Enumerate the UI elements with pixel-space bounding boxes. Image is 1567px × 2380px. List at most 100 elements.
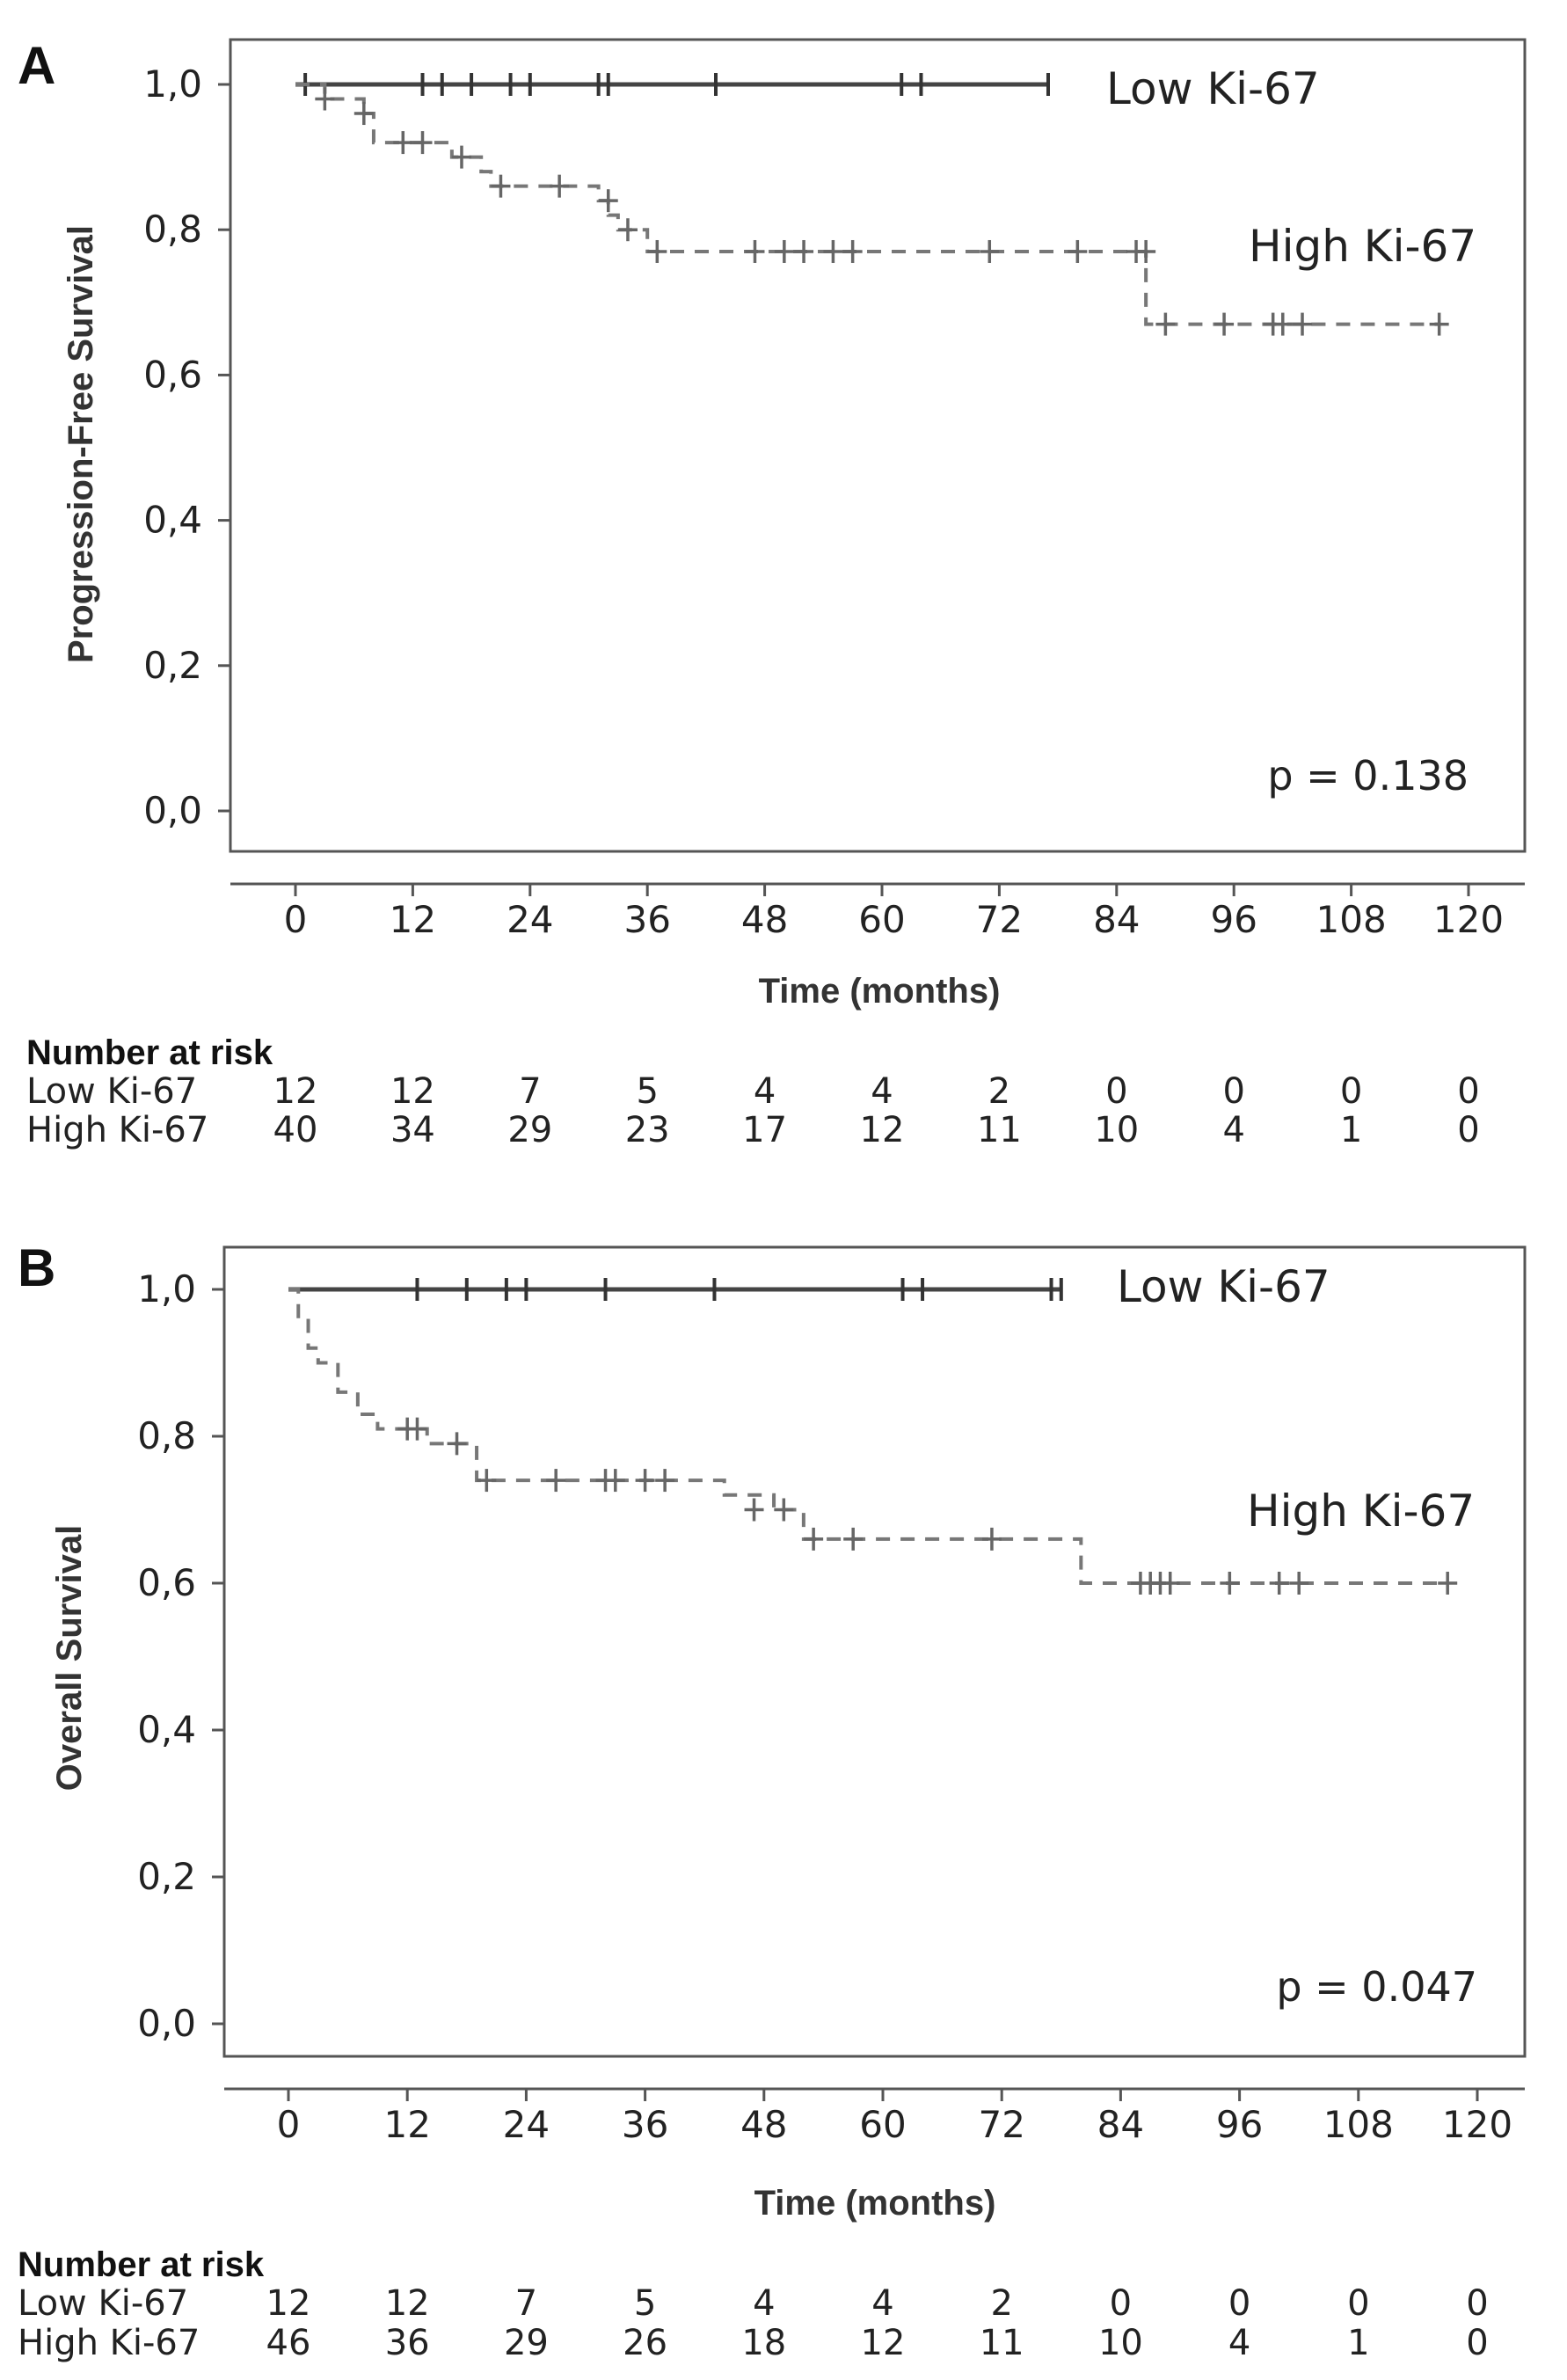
x-tick-label: 84 bbox=[1093, 898, 1140, 941]
panel-b-p-value: p = 0.047 bbox=[1276, 1963, 1477, 2011]
panel-a-risk-table: Number at risk Low Ki-67 High Ki-67 12 12… bbox=[26, 1033, 1480, 1150]
high-ki67-censor-mark bbox=[1438, 1572, 1458, 1595]
high-ki67-censor-mark bbox=[598, 189, 618, 213]
x-tick-label: 84 bbox=[1097, 2103, 1144, 2146]
risk-value: 0 bbox=[1466, 2323, 1488, 2363]
x-tick-label: 48 bbox=[740, 2103, 787, 2146]
x-tick-label: 72 bbox=[978, 2103, 1024, 2146]
high-ki67-censor-mark bbox=[393, 131, 413, 155]
high-ki67-censor-mark bbox=[774, 239, 794, 263]
risk-value: 0 bbox=[1105, 1071, 1127, 1112]
high-ki67-censor-mark bbox=[1068, 239, 1088, 263]
high-ki67-censor-mark bbox=[353, 102, 374, 126]
risk-value: 12 bbox=[385, 2283, 430, 2324]
panel-b-plot-frame bbox=[222, 1245, 1527, 2058]
high-ki67-censor-mark bbox=[407, 1417, 427, 1441]
high-ki67-censor-mark bbox=[546, 1469, 566, 1493]
risk-value: 1 bbox=[1340, 1110, 1362, 1150]
risk-value: 0 bbox=[1347, 2283, 1369, 2324]
panel-a-x-ticks: 0 12 24 36 48 60 72 84 96 108 120 bbox=[284, 884, 1504, 941]
risk-value: 11 bbox=[977, 1110, 1022, 1150]
risk-value: 46 bbox=[266, 2323, 311, 2363]
y-tick-label: 0,6 bbox=[137, 1561, 196, 1604]
panel-b-risk-table: Number at risk Low Ki-67 High Ki-67 12 12… bbox=[18, 2245, 1489, 2363]
panel-b-curves bbox=[288, 1278, 1458, 1595]
high-ki67-censor-mark bbox=[1293, 312, 1313, 336]
y-tick-label: 1,0 bbox=[137, 1267, 196, 1310]
panel-b-x-axis-title: Time (months) bbox=[754, 2184, 996, 2223]
risk-value: 12 bbox=[861, 2323, 906, 2363]
risk-value: 0 bbox=[1340, 1071, 1362, 1112]
x-tick-label: 96 bbox=[1216, 2103, 1263, 2146]
y-tick-label: 0,0 bbox=[137, 2002, 196, 2045]
x-tick-label: 0 bbox=[284, 898, 308, 941]
high-ki67-censor-mark bbox=[647, 239, 667, 263]
high-ki67-censor-mark bbox=[823, 239, 843, 263]
risk-value: 26 bbox=[623, 2323, 667, 2363]
high-ki67-censor-mark bbox=[1289, 1572, 1309, 1595]
risk-value: 0 bbox=[1110, 2283, 1132, 2324]
y-tick-label: 0,2 bbox=[137, 1855, 196, 1898]
x-tick-label: 60 bbox=[859, 2103, 906, 2146]
x-tick-label: 120 bbox=[1442, 2103, 1512, 2146]
high-ki67-censor-mark bbox=[842, 239, 863, 263]
panel-b-x-ticks: 0 12 24 36 48 60 72 84 96 108 120 bbox=[277, 2089, 1512, 2146]
risk-value: 12 bbox=[266, 2283, 311, 2324]
high-ki67-censor-mark bbox=[635, 1469, 655, 1493]
risk-value: 0 bbox=[1228, 2283, 1250, 2324]
risk-value: 18 bbox=[741, 2323, 786, 2363]
risk-value: 0 bbox=[1457, 1071, 1479, 1112]
risk-value: 0 bbox=[1222, 1071, 1244, 1112]
x-tick-label: 120 bbox=[1433, 898, 1504, 941]
y-tick-label: 0,6 bbox=[143, 353, 202, 396]
panel-b-letter: B bbox=[18, 1238, 55, 1297]
panel-a-risk-label-high: High Ki-67 bbox=[26, 1110, 208, 1150]
y-tick-label: 1,0 bbox=[143, 62, 202, 106]
panel-a-x-axis-title: Time (months) bbox=[759, 972, 1001, 1011]
panel-a-p-value: p = 0.138 bbox=[1267, 752, 1469, 799]
panel-a-risk-values: 12 12 7 5 4 4 2 0 0 0 040 34 29 23 17 12 11 10 4 1 0 bbox=[273, 1071, 1480, 1150]
risk-value: 11 bbox=[980, 2323, 1024, 2363]
risk-value: 2 bbox=[988, 1071, 1010, 1112]
high-ki67-censor-mark bbox=[794, 239, 814, 263]
risk-value: 2 bbox=[990, 2283, 1012, 2324]
y-tick-label: 0,2 bbox=[143, 644, 202, 687]
risk-value: 0 bbox=[1457, 1110, 1479, 1150]
x-tick-label: 12 bbox=[383, 2103, 430, 2146]
risk-value: 29 bbox=[504, 2323, 549, 2363]
x-tick-label: 108 bbox=[1323, 2103, 1394, 2146]
panel-a-y-axis-title: Progression-Free Survival bbox=[62, 225, 100, 663]
x-tick-label: 24 bbox=[507, 898, 553, 941]
x-tick-label: 36 bbox=[622, 2103, 668, 2146]
high-ki67-censor-mark bbox=[451, 145, 471, 169]
y-tick-label: 0,4 bbox=[143, 499, 202, 542]
high-ki67-censor-mark bbox=[1155, 312, 1176, 336]
high-ki67-censor-mark bbox=[980, 239, 1000, 263]
risk-value: 12 bbox=[860, 1110, 905, 1150]
panel-b-y-ticks: 0,0 0,2 0,4 0,6 0,8 1,0 bbox=[137, 1267, 224, 2045]
risk-value: 36 bbox=[385, 2323, 430, 2363]
risk-value: 7 bbox=[515, 2283, 537, 2324]
risk-value: 5 bbox=[636, 1071, 658, 1112]
high-ki67-censor-mark bbox=[1214, 312, 1235, 336]
high-ki67-censor-mark bbox=[981, 1527, 1002, 1551]
high-ki67-censor-mark bbox=[605, 1469, 625, 1493]
high-ki67-censor-mark bbox=[1220, 1572, 1240, 1595]
high-ki67-censor-mark bbox=[843, 1527, 864, 1551]
x-tick-label: 24 bbox=[503, 2103, 550, 2146]
risk-value: 4 bbox=[753, 2283, 775, 2324]
y-tick-label: 0,0 bbox=[143, 789, 202, 832]
x-tick-label: 48 bbox=[741, 898, 788, 941]
panel-b-risk-title: Number at risk bbox=[18, 2245, 265, 2284]
high-ki67-censor-mark bbox=[491, 174, 511, 198]
high-ki67-censor-mark bbox=[550, 174, 570, 198]
high-ki67-censor-mark bbox=[617, 218, 638, 242]
panel-a-label-high: High Ki-67 bbox=[1249, 221, 1476, 272]
risk-value: 4 bbox=[754, 1071, 776, 1112]
y-tick-label: 0,8 bbox=[137, 1414, 196, 1457]
high-ki67-censor-mark bbox=[774, 1498, 794, 1522]
high-ki67-censor-mark bbox=[1429, 312, 1449, 336]
high-ki67-censor-mark bbox=[1136, 239, 1156, 263]
risk-value: 0 bbox=[1466, 2283, 1488, 2324]
x-tick-label: 0 bbox=[277, 2103, 301, 2146]
